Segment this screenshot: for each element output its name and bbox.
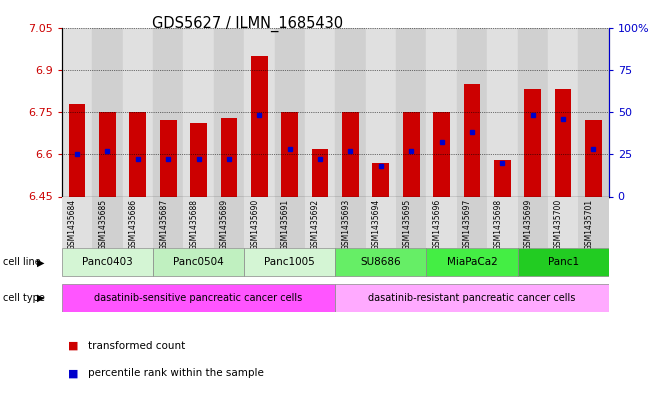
Bar [335,248,426,277]
Bar [275,28,305,196]
Bar [214,28,244,196]
Bar [366,196,396,248]
Text: GSM1435698: GSM1435698 [493,199,503,250]
Bar [396,196,426,248]
Bar [494,160,510,196]
Text: GSM1435699: GSM1435699 [524,199,533,250]
Text: dasatinib-resistant pancreatic cancer cells: dasatinib-resistant pancreatic cancer ce… [368,293,575,303]
Text: GDS5627 / ILMN_1685430: GDS5627 / ILMN_1685430 [152,16,343,32]
Bar [487,196,518,248]
Text: MiaPaCa2: MiaPaCa2 [447,257,497,267]
Bar [244,28,275,196]
Bar [281,112,298,196]
Bar [62,248,153,277]
Bar [403,112,419,196]
Text: percentile rank within the sample: percentile rank within the sample [88,368,264,378]
Text: GSM1435691: GSM1435691 [281,199,290,250]
Bar [305,28,335,196]
Bar [426,196,457,248]
Bar [69,103,85,196]
Bar [335,196,366,248]
Bar [426,248,518,277]
Bar [62,28,92,196]
Bar [548,196,578,248]
Bar [585,121,602,196]
Bar [525,90,541,196]
Text: GSM1435694: GSM1435694 [372,199,381,250]
Text: ■: ■ [68,368,79,378]
Text: GSM1435689: GSM1435689 [220,199,229,250]
Text: GSM1435688: GSM1435688 [189,199,199,250]
Text: SU8686: SU8686 [361,257,401,267]
Bar [305,196,335,248]
Text: ■: ■ [68,341,79,351]
Bar [92,28,122,196]
Text: cell type: cell type [3,293,45,303]
Bar [184,28,214,196]
Bar [457,196,487,248]
Text: GSM1435696: GSM1435696 [433,199,441,250]
Bar [214,196,244,248]
Bar [518,28,548,196]
Bar [518,248,609,277]
Bar [122,196,153,248]
Bar [548,28,578,196]
Bar [251,56,268,196]
Text: dasatinib-sensitive pancreatic cancer cells: dasatinib-sensitive pancreatic cancer ce… [94,293,303,303]
Text: ▶: ▶ [36,257,44,267]
Bar [159,121,176,196]
Bar [122,28,153,196]
Bar [578,196,609,248]
Bar [190,123,207,196]
Text: Panc1: Panc1 [547,257,579,267]
Bar [434,112,450,196]
Text: Panc1005: Panc1005 [264,257,315,267]
Text: GSM1435692: GSM1435692 [311,199,320,250]
Text: GSM1435693: GSM1435693 [342,199,350,250]
Bar [221,118,237,196]
Bar [335,28,366,196]
Text: GSM1435687: GSM1435687 [159,199,168,250]
Bar [426,28,457,196]
Text: GSM1435686: GSM1435686 [129,199,138,250]
Bar [130,112,146,196]
Bar [457,28,487,196]
Bar [555,90,572,196]
Bar [312,149,329,196]
Bar [342,112,359,196]
Bar [184,196,214,248]
Bar [153,28,184,196]
Text: GSM1435700: GSM1435700 [554,199,563,250]
Bar [578,28,609,196]
Bar [153,248,244,277]
Bar [244,248,335,277]
Bar [275,196,305,248]
Bar [92,196,122,248]
Bar [366,28,396,196]
Bar [99,112,116,196]
Text: GSM1435701: GSM1435701 [585,199,594,250]
Bar [518,196,548,248]
Bar [396,28,426,196]
Text: cell line: cell line [3,257,41,267]
Text: Panc0504: Panc0504 [173,257,224,267]
Bar [62,284,335,312]
Text: Panc0403: Panc0403 [82,257,133,267]
Text: GSM1435697: GSM1435697 [463,199,472,250]
Text: transformed count: transformed count [88,341,185,351]
Text: GSM1435690: GSM1435690 [251,199,259,250]
Bar [372,163,389,196]
Bar [464,84,480,196]
Text: GSM1435695: GSM1435695 [402,199,411,250]
Bar [62,196,92,248]
Text: GSM1435684: GSM1435684 [68,199,77,250]
Text: GSM1435685: GSM1435685 [98,199,107,250]
Bar [153,196,184,248]
Bar [335,284,609,312]
Bar [487,28,518,196]
Bar [244,196,275,248]
Text: ▶: ▶ [36,293,44,303]
